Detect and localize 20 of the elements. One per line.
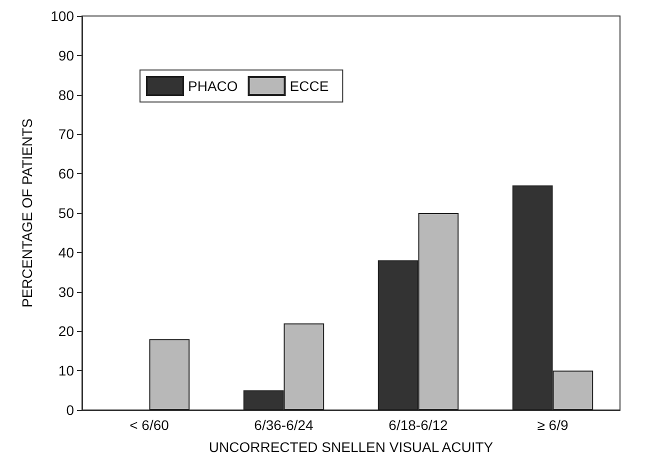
y-tick-label: 70 bbox=[58, 126, 74, 142]
x-axis-title: UNCORRECTED SNELLEN VISUAL ACUITY bbox=[208, 439, 494, 455]
legend-label: ECCE bbox=[290, 78, 329, 94]
legend-label: PHACO bbox=[188, 78, 238, 94]
y-tick-label: 20 bbox=[58, 323, 74, 340]
x-tick-label: ≥ 6/9 bbox=[537, 417, 568, 433]
x-tick-label: < 6/60 bbox=[130, 417, 170, 433]
y-tick-label: 60 bbox=[58, 166, 74, 182]
y-tick-label: 10 bbox=[58, 362, 74, 379]
y-tick-label: 80 bbox=[58, 86, 74, 103]
y-tick-label: 50 bbox=[58, 205, 74, 221]
bar bbox=[149, 339, 190, 410]
y-tick-label: 40 bbox=[58, 244, 74, 260]
y-tick-label: 30 bbox=[58, 284, 74, 300]
y-tick-label: 100 bbox=[50, 8, 74, 24]
x-tick-label: 6/18-6/12 bbox=[388, 417, 448, 433]
y-tick-label: 90 bbox=[58, 47, 74, 64]
x-tick-label: 6/36-6/24 bbox=[254, 417, 314, 433]
y-tick-label: 0 bbox=[66, 402, 74, 418]
y-axis-title: PERCENTAGE OF PATIENTS bbox=[19, 118, 35, 308]
